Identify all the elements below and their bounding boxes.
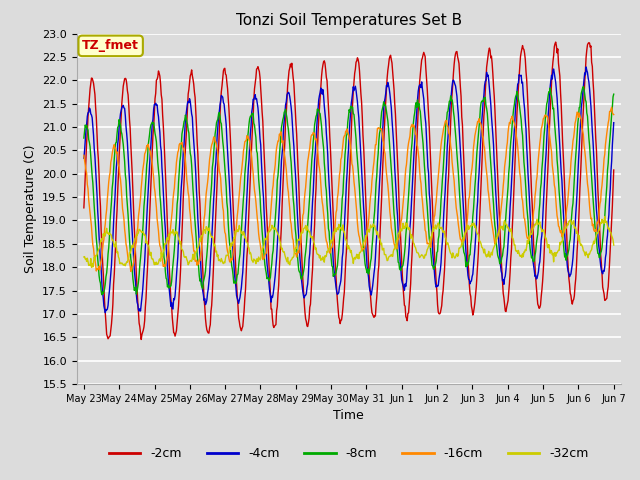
-2cm [80,205,88,211]
-2cm [143,279,150,285]
-32cm [143,238,150,244]
-8cm [610,91,618,97]
-2cm [404,311,412,316]
-32cm [80,254,88,260]
-8cm [404,204,412,209]
-16cm [80,153,88,158]
-2cm [266,290,274,296]
-32cm [434,222,442,228]
-4cm [582,64,590,70]
-32cm [610,242,618,248]
Line: -8cm: -8cm [84,86,614,295]
Y-axis label: Soil Temperature (C): Soil Temperature (C) [24,144,36,273]
-8cm [579,84,587,89]
-16cm [240,144,248,150]
X-axis label: Time: Time [333,409,364,422]
-8cm [434,249,442,254]
-16cm [127,268,134,274]
-4cm [404,261,412,266]
-4cm [102,310,109,315]
-4cm [266,293,274,299]
Line: -4cm: -4cm [84,67,614,312]
-32cm [266,227,274,232]
-8cm [143,162,150,168]
-2cm [287,61,294,67]
-32cm [601,214,609,219]
-8cm [98,292,106,298]
Legend: -2cm, -4cm, -8cm, -16cm, -32cm: -2cm, -4cm, -8cm, -16cm, -32cm [104,443,594,465]
-8cm [80,135,88,141]
-16cm [610,112,618,118]
-2cm [552,39,559,45]
-2cm [138,336,145,342]
-2cm [240,308,248,313]
Title: Tonzi Soil Temperatures Set B: Tonzi Soil Temperatures Set B [236,13,462,28]
-32cm [88,264,95,270]
-16cm [266,214,274,219]
-32cm [287,258,294,264]
-4cm [610,120,618,126]
-16cm [287,218,294,224]
-16cm [434,182,442,188]
Text: TZ_fmet: TZ_fmet [82,39,139,52]
-8cm [240,187,248,193]
-16cm [608,105,616,110]
-2cm [610,167,618,173]
-32cm [404,226,412,231]
-4cm [143,217,150,223]
-4cm [80,156,88,161]
-32cm [240,230,248,236]
-8cm [287,152,294,158]
-8cm [266,275,274,280]
Line: -2cm: -2cm [84,42,614,339]
Line: -32cm: -32cm [84,216,614,267]
-16cm [404,145,412,151]
-4cm [240,244,248,250]
-2cm [434,302,442,308]
-4cm [434,284,442,289]
-16cm [143,143,150,148]
-4cm [287,98,294,104]
Line: -16cm: -16cm [84,108,614,271]
